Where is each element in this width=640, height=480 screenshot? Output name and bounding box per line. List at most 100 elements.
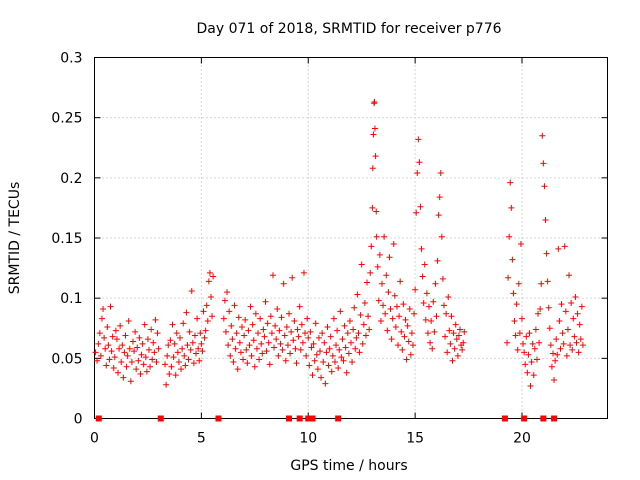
data-point	[232, 345, 239, 352]
data-point	[278, 314, 285, 321]
data-point	[98, 315, 105, 322]
data-point	[165, 342, 172, 349]
data-point	[419, 273, 426, 280]
data-point	[237, 349, 244, 356]
data-point	[210, 273, 217, 280]
data-point	[576, 321, 583, 328]
data-point	[257, 315, 264, 322]
data-point	[572, 293, 579, 300]
data-point	[265, 339, 272, 346]
data-point	[110, 364, 117, 371]
data-point	[291, 318, 298, 325]
data-point	[260, 326, 267, 333]
data-point	[288, 328, 295, 335]
data-point	[366, 326, 373, 333]
gap-marker	[540, 415, 547, 422]
data-point	[329, 352, 336, 359]
data-point	[225, 342, 232, 349]
data-point	[530, 372, 537, 379]
data-point	[435, 212, 442, 219]
data-point	[320, 358, 327, 365]
data-point	[293, 360, 300, 367]
data-point	[249, 321, 256, 328]
data-point	[540, 160, 547, 167]
gap-marker	[157, 415, 164, 422]
data-point	[538, 280, 545, 287]
data-point	[343, 369, 350, 376]
data-gap-markers	[95, 415, 558, 422]
data-point	[459, 346, 466, 353]
data-point	[127, 378, 134, 385]
data-point	[575, 349, 582, 356]
data-point	[542, 216, 549, 223]
data-point	[109, 333, 116, 340]
y-tick-label: 0.1	[60, 291, 82, 307]
data-point	[506, 233, 513, 240]
gap-marker	[521, 415, 528, 422]
data-point	[190, 360, 197, 367]
gap-marker	[95, 415, 102, 422]
data-point	[543, 250, 550, 257]
y-tick-label: 0.3	[60, 51, 82, 67]
data-point	[409, 342, 416, 349]
data-point	[549, 350, 556, 357]
data-point	[393, 303, 400, 310]
data-point	[516, 330, 523, 337]
data-point	[566, 272, 573, 279]
data-point	[197, 330, 204, 337]
data-point	[432, 280, 439, 287]
data-point	[108, 348, 115, 355]
data-point	[153, 358, 160, 365]
data-point	[529, 340, 536, 347]
data-point	[310, 340, 317, 347]
data-point	[392, 324, 399, 331]
data-point	[247, 303, 254, 310]
data-point	[531, 345, 538, 352]
data-point	[256, 356, 263, 363]
data-point	[198, 340, 205, 347]
data-point	[368, 243, 375, 250]
data-point	[386, 254, 393, 261]
y-tick-label: 0.05	[51, 351, 82, 367]
data-point	[128, 358, 135, 365]
data-point	[373, 233, 380, 240]
data-point	[556, 318, 563, 325]
data-point	[163, 381, 170, 388]
data-point	[112, 327, 119, 334]
data-point	[140, 361, 147, 368]
gap-marker	[309, 415, 316, 422]
data-point	[166, 370, 173, 377]
data-point	[353, 334, 360, 341]
data-point	[144, 336, 151, 343]
y-tick-label: 0.25	[51, 111, 82, 127]
data-point	[346, 318, 353, 325]
data-point	[356, 349, 363, 356]
data-point	[446, 327, 453, 334]
data-point	[152, 316, 159, 323]
data-point	[527, 383, 534, 390]
data-point	[448, 313, 455, 320]
data-point	[292, 345, 299, 352]
data-point	[105, 342, 112, 349]
data-point	[526, 330, 533, 337]
data-point	[132, 328, 139, 335]
data-point	[168, 363, 175, 370]
data-point	[424, 330, 431, 337]
data-point	[149, 356, 156, 363]
x-tick-label: 5	[197, 431, 206, 447]
data-point	[333, 342, 340, 349]
data-point	[404, 322, 411, 329]
data-point	[177, 334, 183, 341]
data-point	[568, 299, 575, 306]
data-point	[137, 370, 144, 377]
x-tick-label: 0	[90, 431, 99, 447]
data-point	[244, 360, 251, 367]
data-point	[567, 342, 574, 349]
data-point	[317, 348, 324, 355]
data-point	[389, 315, 396, 322]
data-point	[259, 350, 266, 357]
data-point	[360, 321, 367, 328]
data-point	[382, 310, 389, 317]
data-point	[106, 356, 113, 363]
